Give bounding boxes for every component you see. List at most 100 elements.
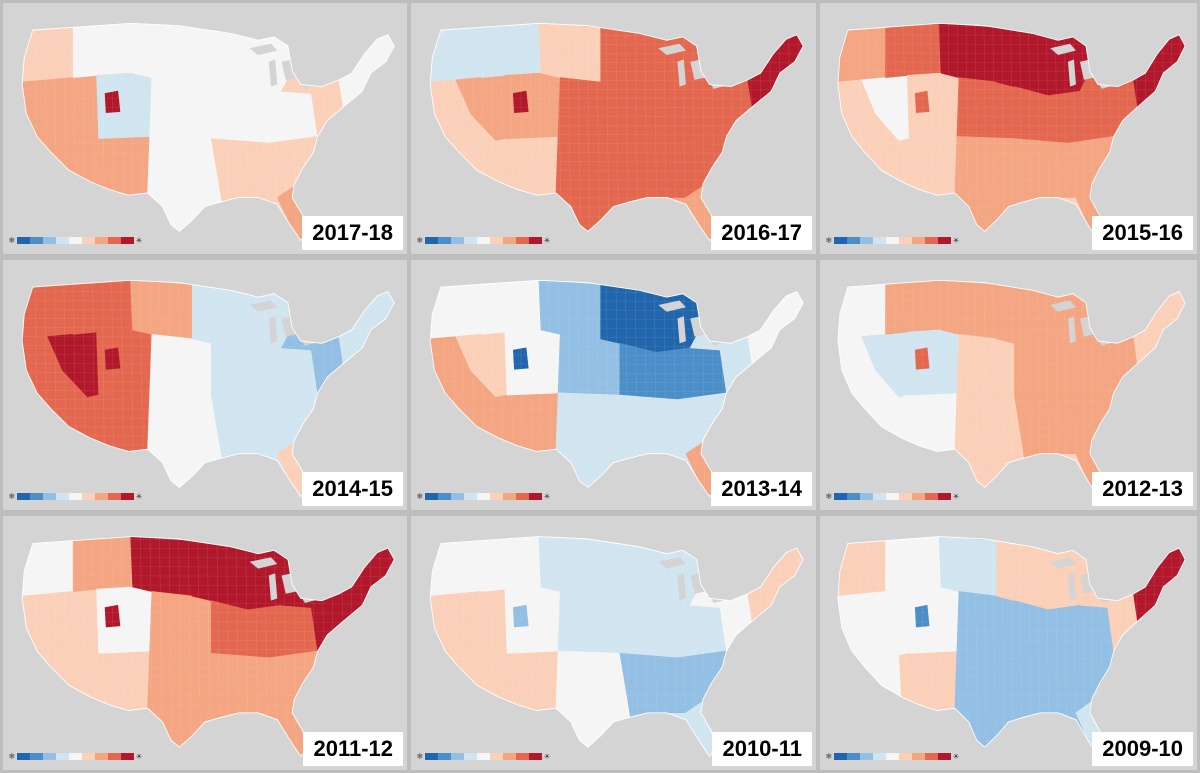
- county-line: [187, 280, 192, 497]
- color-legend: ❄ ☀: [415, 752, 552, 761]
- legend-high-icon: ☀: [952, 752, 960, 761]
- legend-high-icon: ☀: [135, 492, 143, 501]
- great-lake: [1097, 334, 1118, 346]
- legend-swatch: [860, 493, 873, 500]
- legend-swatch: [834, 237, 847, 244]
- county-line: [692, 23, 696, 241]
- region-southwest: [87, 650, 151, 711]
- region-southwest: [899, 392, 958, 452]
- region-new-england: [747, 34, 804, 108]
- region-central-plains: [557, 77, 621, 140]
- county-line: [430, 602, 804, 605]
- season-label: 2014-15: [302, 472, 403, 506]
- county-line: [178, 23, 182, 241]
- legend-swatch: [516, 237, 529, 244]
- region-florida: [685, 700, 717, 757]
- region-northern-plains: [130, 536, 193, 597]
- region-central-plains: [149, 77, 212, 140]
- great-lake: [1068, 59, 1076, 87]
- great-lake: [1079, 573, 1094, 594]
- legend-swatch: [69, 753, 82, 760]
- region-southwest: [899, 650, 958, 711]
- region-northern-plains: [538, 23, 602, 83]
- county-line: [430, 593, 804, 596]
- legend-swatch: [425, 753, 438, 760]
- county-line: [22, 363, 395, 365]
- county-line: [430, 345, 804, 347]
- legend-low-icon: ❄: [8, 492, 16, 501]
- county-line: [22, 345, 395, 347]
- county-line: [837, 106, 1186, 109]
- legend-swatch: [451, 493, 464, 500]
- county-line: [430, 97, 804, 100]
- county-line: [596, 280, 600, 497]
- region-upper-midwest: [191, 540, 293, 611]
- legend-low-icon: ❄: [416, 236, 424, 245]
- us-border: [429, 22, 804, 242]
- county-line: [168, 280, 173, 497]
- county-line: [430, 363, 804, 365]
- region-northern-rockies: [885, 280, 942, 335]
- us-border: [429, 279, 804, 498]
- county-line: [1081, 23, 1086, 241]
- region-spot: [104, 604, 121, 628]
- color-legend: ❄ ☀: [415, 236, 552, 245]
- county-line: [283, 23, 288, 241]
- county-line: [837, 88, 1186, 91]
- region-central-rockies: [504, 586, 561, 654]
- great-lake: [1097, 591, 1118, 603]
- county-line: [22, 538, 395, 541]
- legend-swatch: [464, 753, 477, 760]
- legend-swatch: [503, 493, 516, 500]
- season-label: 2017-18: [302, 216, 403, 250]
- legend-swatch: [108, 493, 121, 500]
- region-central-rockies: [96, 72, 153, 140]
- legend-swatch: [17, 753, 30, 760]
- county-line: [974, 23, 978, 241]
- legend-swatch: [82, 753, 95, 760]
- county-line: [837, 282, 1186, 284]
- legend-low-icon: ❄: [8, 236, 16, 245]
- region-spot: [104, 347, 121, 370]
- region-central-plains: [956, 77, 1015, 140]
- region-southwest: [87, 392, 151, 452]
- legend-high-icon: ☀: [952, 236, 960, 245]
- region-spot: [512, 90, 529, 114]
- legend-swatch: [477, 237, 490, 244]
- season-label: 2013-14: [711, 472, 812, 506]
- great-lake: [709, 591, 731, 603]
- us-county-map: [429, 22, 804, 242]
- legend-high-icon: ☀: [543, 752, 551, 761]
- map-panel-2012-13: ❄ ☀ 2012-13: [820, 260, 1197, 510]
- county-line: [983, 536, 987, 757]
- county-line: [992, 536, 996, 757]
- legend-swatch: [56, 753, 69, 760]
- legend-swatch: [886, 237, 899, 244]
- legend-swatch: [529, 493, 542, 500]
- legend-swatch: [451, 753, 464, 760]
- region-northern-plains: [938, 536, 997, 597]
- county-line: [577, 23, 581, 241]
- legend-high-icon: ☀: [135, 752, 143, 761]
- great-lake: [709, 77, 731, 89]
- region-central-rockies: [906, 586, 960, 654]
- county-line: [283, 280, 288, 497]
- region-southwest: [899, 136, 958, 196]
- great-lake: [268, 573, 278, 601]
- great-lake: [1050, 43, 1076, 56]
- legend-swatch: [108, 753, 121, 760]
- season-label: 2016-17: [711, 216, 812, 250]
- us-border: [21, 279, 395, 498]
- map-panel-2009-10: ❄ ☀ 2009-10: [820, 516, 1197, 770]
- county-line: [596, 536, 600, 757]
- region-new-england: [1133, 291, 1186, 365]
- legend-swatch: [43, 237, 56, 244]
- legend-swatch: [873, 493, 886, 500]
- legend-swatch: [912, 493, 925, 500]
- map-panel-2014-15: ❄ ☀ 2014-15: [3, 260, 407, 510]
- region-northern-plains: [130, 23, 193, 83]
- great-lake: [658, 557, 686, 569]
- region-central-plains: [149, 333, 212, 396]
- great-lake: [1050, 300, 1076, 312]
